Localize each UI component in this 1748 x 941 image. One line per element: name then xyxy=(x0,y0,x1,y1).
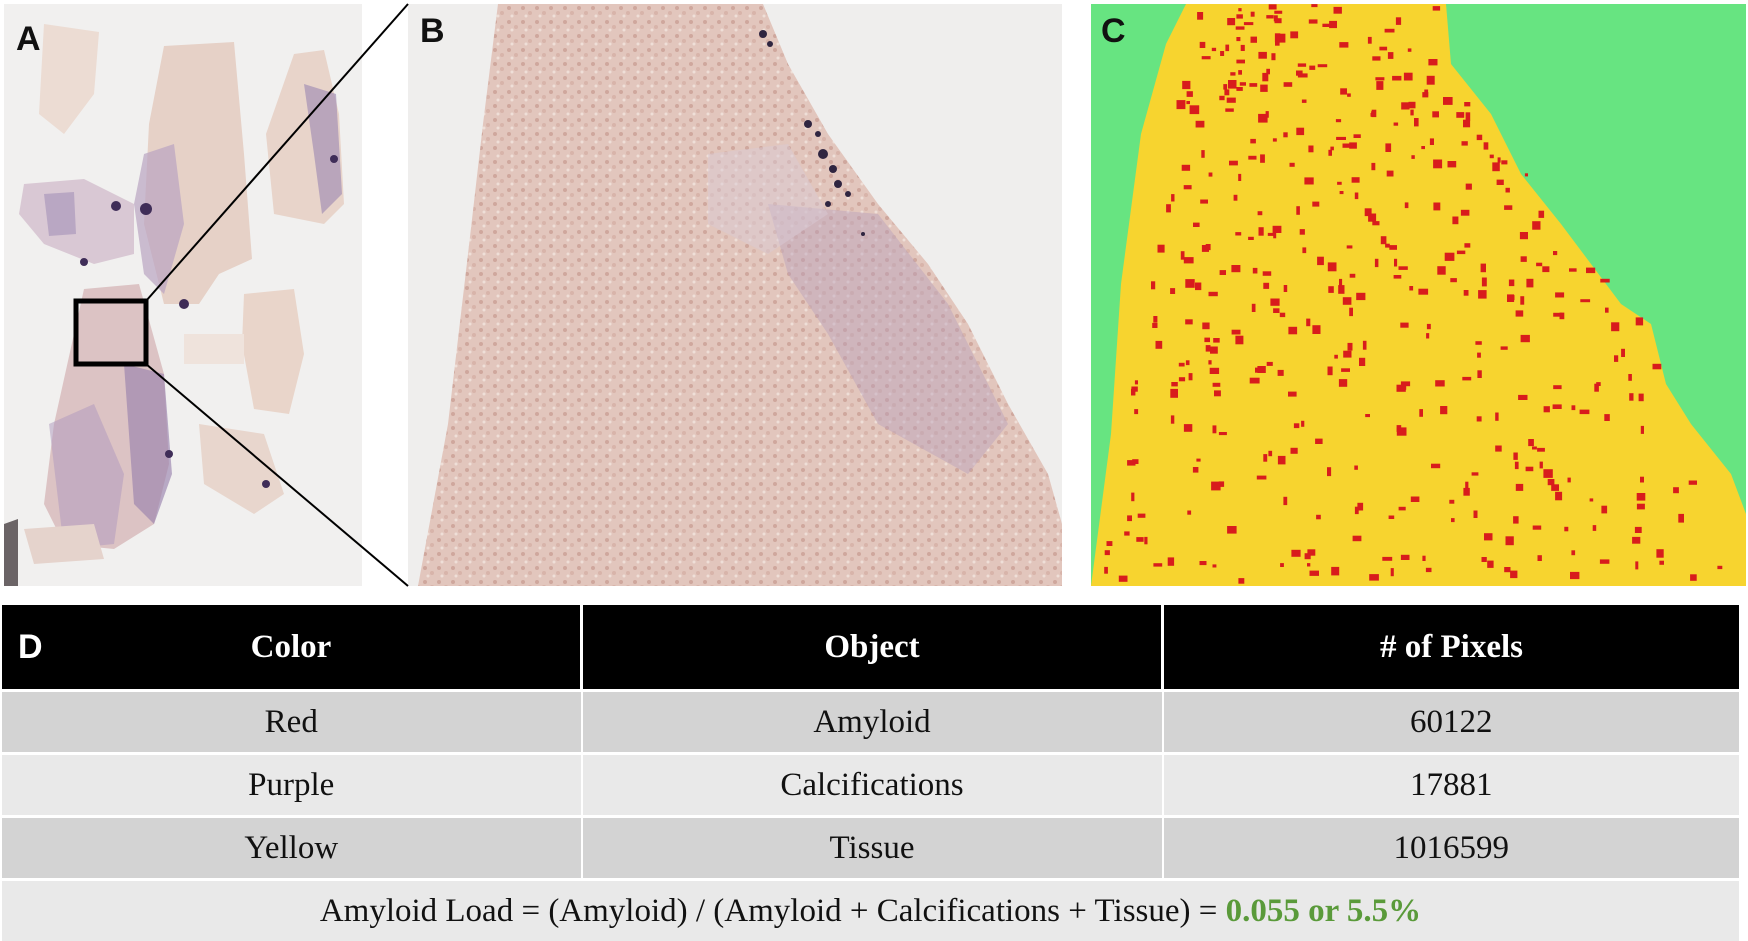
table-header-row: Color Object # of Pixels xyxy=(2,605,1739,691)
cell-object: Amyloid xyxy=(582,691,1163,754)
header-color: Color xyxy=(2,605,582,691)
cell-pixels: 60122 xyxy=(1163,691,1740,754)
panel-c-segmentation-map xyxy=(1091,4,1746,586)
panel-b-letter: B xyxy=(420,14,445,48)
panel-c-letter: C xyxy=(1101,14,1126,48)
amyloid-load-result: 0.055 or 5.5% xyxy=(1226,893,1422,929)
cell-pixels: 1016599 xyxy=(1163,817,1740,880)
formula-text: Amyloid Load = (Amyloid) / (Amyloid + Ca… xyxy=(320,893,1226,929)
table-row: Purple Calcifications 17881 xyxy=(2,754,1739,817)
cell-pixels: 17881 xyxy=(1163,754,1740,817)
table-row: Yellow Tissue 1016599 xyxy=(2,817,1739,880)
amyloid-load-formula: Amyloid Load = (Amyloid) / (Amyloid + Ca… xyxy=(2,880,1739,941)
panel-a-letter: A xyxy=(16,22,41,56)
panel-b-magnified-tissue xyxy=(408,4,1062,586)
pixel-count-table: Color Object # of Pixels Red Amyloid 601… xyxy=(2,605,1739,941)
formula-row: Amyloid Load = (Amyloid) / (Amyloid + Ca… xyxy=(2,880,1739,941)
slide-overview-image xyxy=(4,4,362,586)
cell-object: Calcifications xyxy=(582,754,1163,817)
cell-object: Tissue xyxy=(582,817,1163,880)
panel-a-slide-overview xyxy=(4,4,362,586)
panel-d-letter: D xyxy=(18,628,43,667)
cell-color: Yellow xyxy=(2,817,582,880)
cell-color: Purple xyxy=(2,754,582,817)
magnified-tissue-image xyxy=(408,4,1062,586)
segmentation-image xyxy=(1091,4,1746,586)
header-pixels: # of Pixels xyxy=(1163,605,1740,691)
table-row: Red Amyloid 60122 xyxy=(2,691,1739,754)
header-object: Object xyxy=(582,605,1163,691)
cell-color: Red xyxy=(2,691,582,754)
